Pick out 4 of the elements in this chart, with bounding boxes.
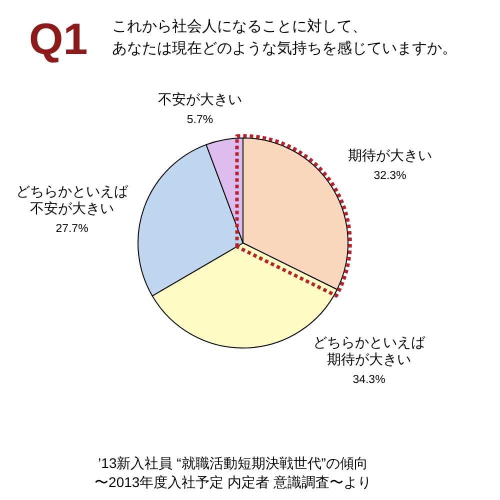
chart-subtitle: これから社会人になることに対して、あなたは現在どのような気持ちを感じていますか。 [112, 18, 457, 57]
text: ’13新入社員 “就職活動短期決戦世代”の傾向 [98, 455, 368, 471]
text: 〜2013年度入社予定 内定者 意識調査〜より [94, 474, 372, 490]
chart-title: Q1 [29, 15, 88, 64]
